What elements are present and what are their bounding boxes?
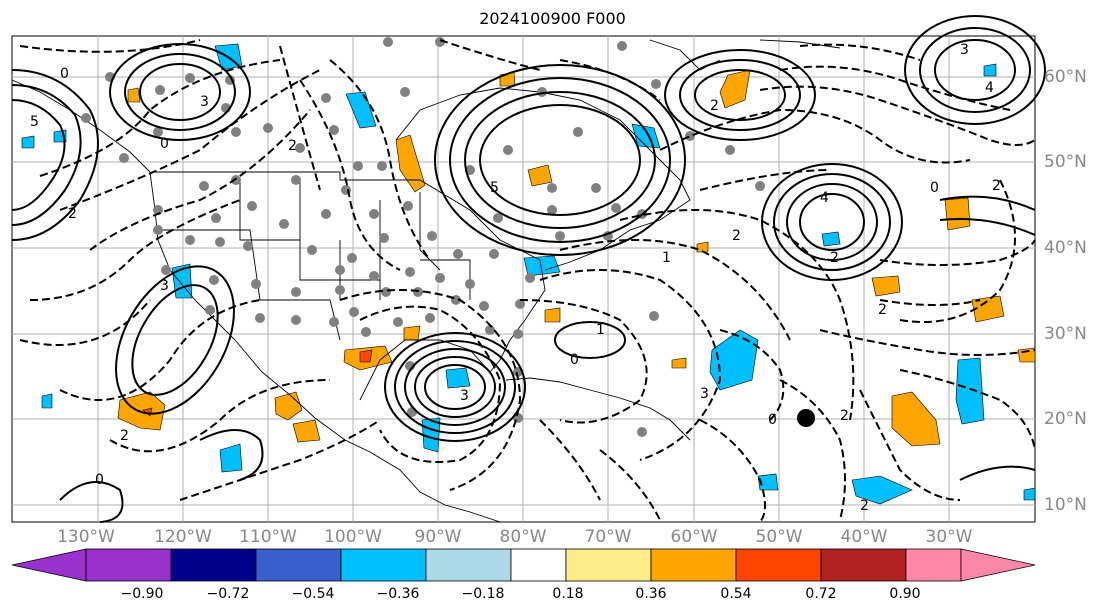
shade-blue-hudson <box>345 91 377 129</box>
shade-blue-labrador <box>631 123 661 149</box>
shade-orange-quebec <box>527 164 553 187</box>
contour-label: 3 <box>700 386 709 402</box>
lon-label: 80°W <box>499 527 547 547</box>
shade-orange-atl5 <box>1017 347 1036 363</box>
contour-label: 0 <box>95 472 104 488</box>
contour-label: 3 <box>460 388 469 404</box>
colorbar-tick: −0.36 <box>376 586 420 602</box>
shade-orange-atl6 <box>544 307 561 323</box>
contour-label: 2 <box>992 178 1001 194</box>
storm-center-dot <box>797 409 815 427</box>
contour-label: 2 <box>710 98 719 114</box>
lat-label: 30°N <box>1044 324 1087 344</box>
solid-contours <box>11 15 1046 523</box>
contour-label: 0 <box>160 136 169 152</box>
contour-label: 0 <box>768 412 777 428</box>
contour-label: 2 <box>840 408 849 424</box>
shade-orange-mexico2 <box>292 419 321 443</box>
lat-label: 10°N <box>1044 495 1087 515</box>
shade-orange-baja <box>117 391 166 431</box>
shade-orange-atl4 <box>891 391 941 447</box>
lat-label: 40°N <box>1044 238 1087 258</box>
shade-blue-pac2 <box>41 393 53 409</box>
shade-blue-ne2 <box>983 63 997 77</box>
lon-label: 90°W <box>414 527 462 547</box>
lat-label: 50°N <box>1044 152 1087 172</box>
shade-blue-atl4 <box>851 475 913 505</box>
shade-orange-atl2 <box>871 275 901 297</box>
lon-label: 60°W <box>670 527 718 547</box>
colorbar-tick: −0.90 <box>120 586 164 602</box>
contour-label: 1 <box>596 322 605 338</box>
dashed-contours <box>19 39 1036 523</box>
shade-blue-yucatan <box>421 417 441 453</box>
shade-orange-atl1 <box>944 197 971 231</box>
contour-labels: 0 5 3 0 2 3 2 5 4 2 0 2 2 2 3 1 0 0 2 3 … <box>30 42 1001 514</box>
contour-label: 0 <box>570 352 579 368</box>
lat-label: 20°N <box>1044 409 1087 429</box>
contour-label: 2 <box>288 138 297 154</box>
shade-blue-hurricane <box>445 367 471 389</box>
contour-label: 3 <box>200 94 209 110</box>
colorbar-tick: −0.72 <box>206 586 250 602</box>
colorbar-tick: 0.36 <box>635 586 667 602</box>
lon-label: 40°W <box>840 527 888 547</box>
shade-orange-carib <box>671 357 687 369</box>
contour-label: 0 <box>930 180 939 196</box>
colorbar-tick: 0.72 <box>805 586 837 602</box>
colorbar-tick: 0.90 <box>889 586 921 602</box>
contour-label: 0 <box>60 66 69 82</box>
colorbar-tick: −0.54 <box>291 586 335 602</box>
contour-label: 4 <box>820 190 829 206</box>
shade-blue-ne3 <box>1023 487 1036 501</box>
colorbar-tick: −0.18 <box>461 586 505 602</box>
contour-label: 4 <box>985 80 994 96</box>
lon-label: 70°W <box>584 527 632 547</box>
shade-blue-pac <box>21 135 35 149</box>
lon-label: 30°W <box>925 527 973 547</box>
contour-label: 1 <box>662 250 671 266</box>
lon-label: 110°W <box>239 527 297 547</box>
contour-label: 2 <box>878 302 887 318</box>
contour-label: 2 <box>68 206 77 222</box>
shade-orange-hudson <box>395 134 426 193</box>
shade-blue-atl3 <box>955 357 985 425</box>
lon-label: 50°W <box>755 527 803 547</box>
contour-label: 3 <box>960 42 969 58</box>
contour-label: 2 <box>830 250 839 266</box>
shade-blue-atl2 <box>821 231 841 247</box>
shaded-regions <box>21 43 1036 505</box>
contour-label: 3 <box>160 278 169 294</box>
contour-label: 2 <box>732 228 741 244</box>
shade-blue-atl1 <box>709 329 759 391</box>
shade-orange-gulf <box>403 325 421 341</box>
contour-label: 5 <box>30 114 39 130</box>
lon-label: 100°W <box>324 527 382 547</box>
lon-label: 120°W <box>154 527 212 547</box>
colorbar <box>11 548 1036 582</box>
contour-label: 2 <box>120 428 129 444</box>
station-dots <box>81 37 765 437</box>
lon-label: 130°W <box>57 527 115 547</box>
contour-label: 5 <box>490 180 499 196</box>
map-title: 2024100900 F000 <box>479 9 626 28</box>
shade-blue-ne <box>523 255 561 277</box>
shade-red-texas <box>359 349 373 363</box>
contour-label: 2 <box>860 498 869 514</box>
shade-blue-atl5 <box>757 473 779 491</box>
shade-orange-top <box>127 87 141 103</box>
lat-label: 60°N <box>1044 67 1087 87</box>
colorbar-tick: 0.54 <box>720 586 752 602</box>
colorbar-tick: 0.18 <box>552 586 584 602</box>
shade-blue-mex1 <box>219 443 243 473</box>
shade-orange-mexico <box>274 391 303 421</box>
